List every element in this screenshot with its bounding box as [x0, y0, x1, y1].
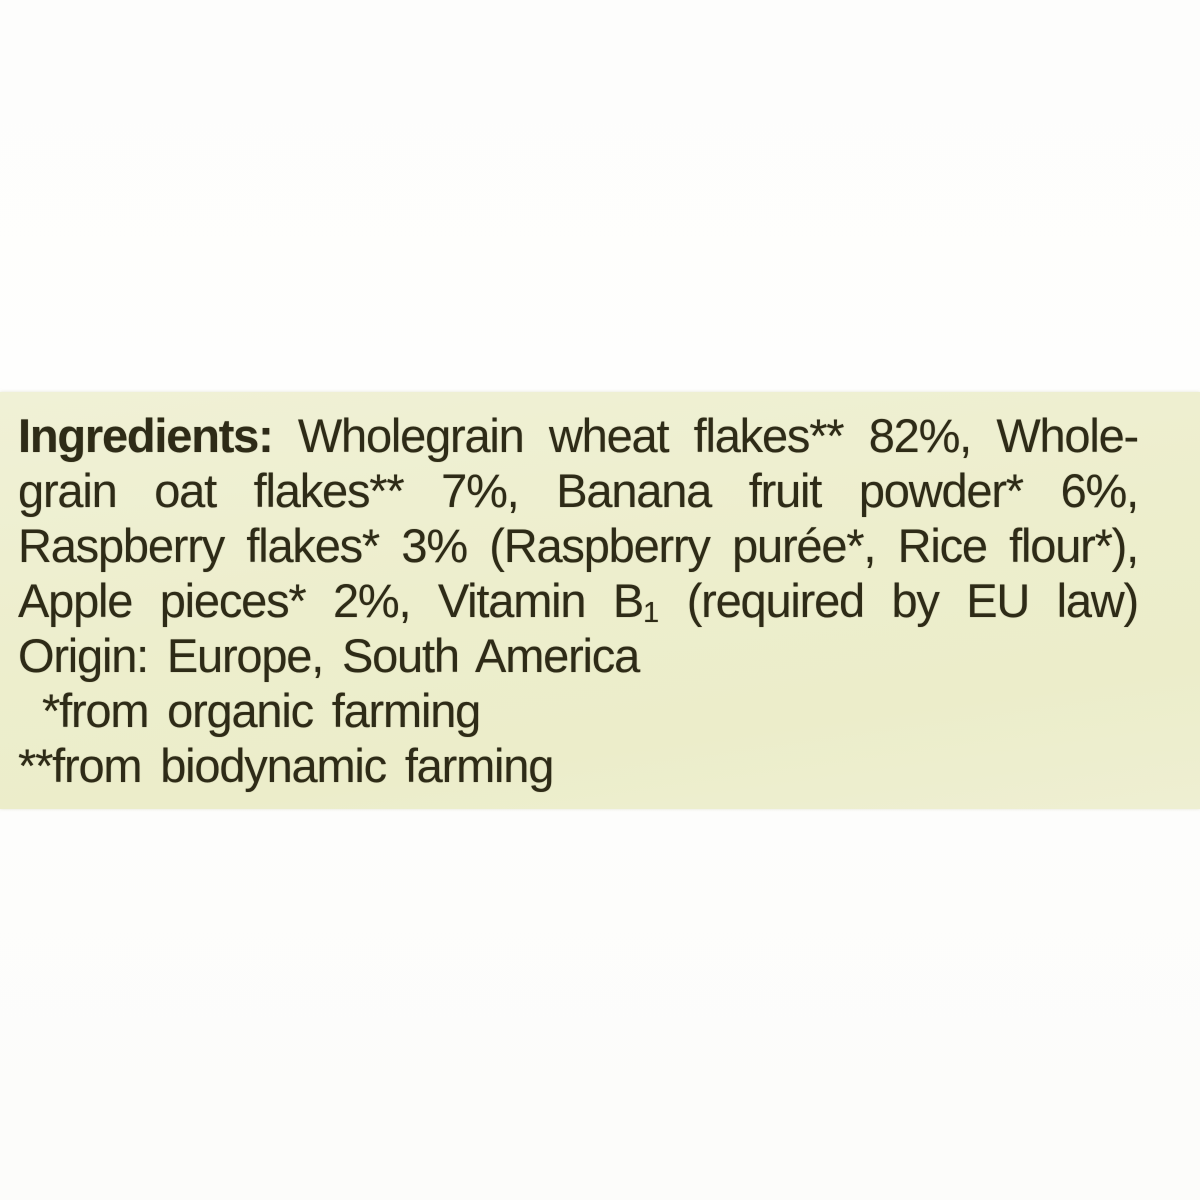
- ingredients-line-4: Apple pieces* 2%, Vitamin B1 (required b…: [18, 573, 1138, 628]
- ingredients-line-4-text: Apple pieces* 2%, Vitamin B: [18, 574, 644, 627]
- ingredients-line-1-text: Wholegrain wheat flakes** 82%, Whole-: [272, 409, 1138, 462]
- ingredients-heading: Ingredients:: [18, 409, 274, 462]
- ingredients-line-1: Ingredients: Wholegrain wheat flakes** 8…: [18, 408, 1138, 463]
- ingredients-line-4-tail: (required by EU law): [659, 574, 1138, 627]
- footnote-organic: *from organic farming: [42, 684, 481, 737]
- ingredients-line-3: Raspberry flakes* 3% (Raspberry purée*, …: [18, 519, 1138, 572]
- ingredients-line-2: grain oat flakes** 7%, Banana fruit powd…: [18, 464, 1138, 517]
- vitamin-b1-subscript: 1: [642, 597, 660, 628]
- ingredients-label-panel: Ingredients: Wholegrain wheat flakes** 8…: [0, 392, 1200, 809]
- footnote-biodynamic: **from biodynamic farming: [18, 739, 554, 792]
- origin-line: Origin: Europe, South America: [18, 629, 640, 682]
